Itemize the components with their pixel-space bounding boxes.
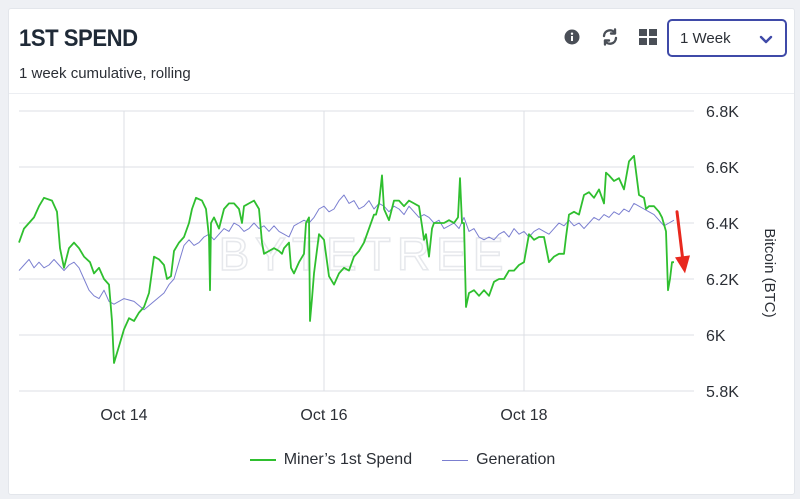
spend-chart: BYTETREE Oct 14 Oct 16 Oct 18 6.8K 6.6K 6.4K…	[18, 104, 778, 424]
legend-swatch-spend	[249, 459, 276, 461]
legend-label-spend: Miner’s 1st Spend	[283, 451, 413, 468]
y-tick-label: 6.8K	[706, 104, 739, 121]
info-icon[interactable]	[562, 27, 582, 47]
legend-swatch-generation	[442, 459, 469, 461]
first-spend-card: 1ST SPEND 1 week cumulative, rolling 1 W…	[8, 8, 795, 495]
period-select-value: 1 Week	[680, 29, 731, 47]
y-tick-label: 6.6K	[706, 160, 739, 177]
legend-item-generation[interactable]: Generation	[442, 451, 555, 469]
down-arrow-icon	[675, 210, 690, 274]
x-tick-label: Oct 18	[500, 407, 547, 424]
y-tick-label: 6.2K	[706, 272, 739, 289]
y-tick-label: 6.4K	[706, 216, 739, 233]
series-line-spend	[18, 154, 674, 364]
subtitle: 1 week cumulative, rolling	[19, 65, 191, 82]
chevron-down-icon	[759, 32, 773, 49]
period-select[interactable]: 1 Week	[667, 19, 787, 57]
legend: Miner’s 1st Spend Generation	[9, 451, 794, 469]
legend-item-spend[interactable]: Miner’s 1st Spend	[249, 451, 413, 469]
y-tick-label: 5.8K	[706, 384, 739, 401]
page-title: 1ST SPEND	[19, 25, 138, 52]
refresh-icon[interactable]	[600, 27, 620, 47]
y-tick-label: 6K	[706, 328, 726, 345]
watermark: BYTETREE	[219, 228, 510, 280]
x-tick-label: Oct 14	[100, 407, 147, 424]
header-divider	[9, 93, 794, 94]
x-tick-label: Oct 16	[300, 407, 347, 424]
legend-label-generation: Generation	[476, 451, 556, 468]
grid-icon[interactable]	[638, 27, 658, 47]
y-axis-label: Bitcoin (BTC)	[761, 228, 778, 317]
